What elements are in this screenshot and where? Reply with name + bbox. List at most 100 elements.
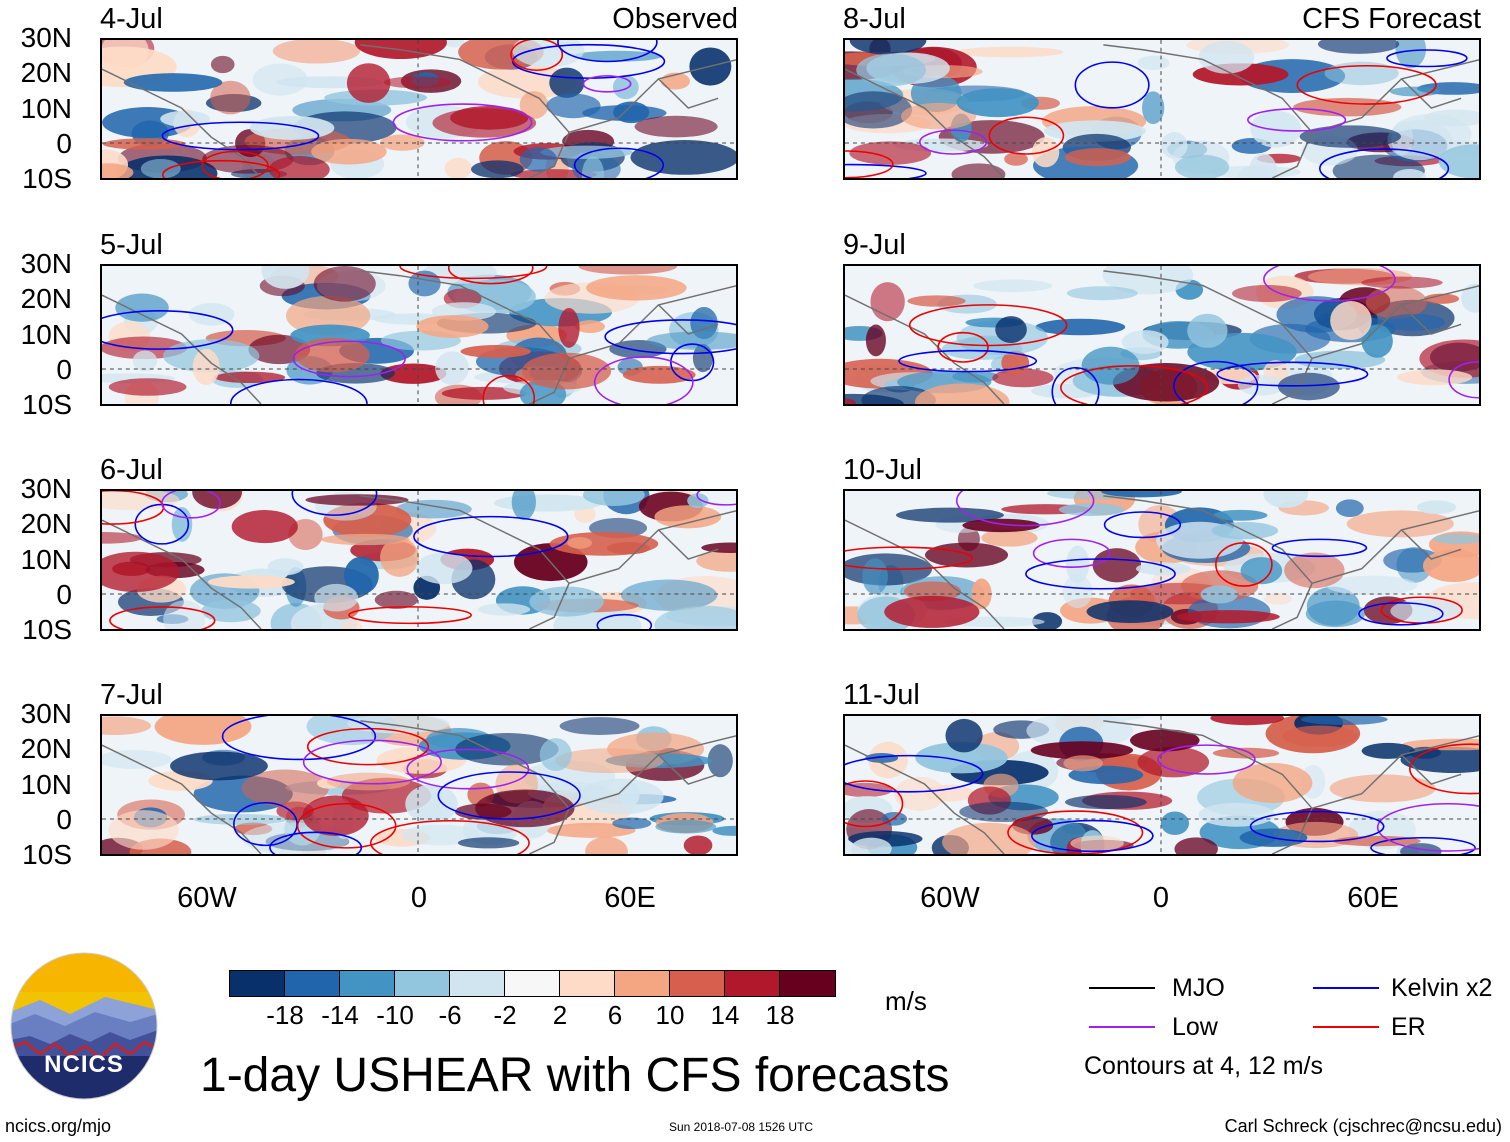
shear-blob: [383, 76, 452, 89]
shear-blob: [115, 293, 169, 322]
shear-blob: [374, 590, 419, 609]
shear-blob: [572, 50, 662, 62]
wave-contour: [296, 802, 397, 849]
wave-contour: [1007, 810, 1144, 854]
shear-blob: [1066, 545, 1090, 584]
colorbar-swatch: [780, 971, 835, 996]
wave-contour: [573, 147, 665, 178]
shear-blob: [457, 837, 520, 849]
shear-blob: [696, 550, 736, 572]
wave-contour: [161, 491, 221, 519]
colorbar-swatch: [615, 971, 670, 996]
legend-swatch-mjo: [1089, 987, 1155, 989]
colorbar-swatch: [725, 971, 780, 996]
wave-contour: [604, 319, 736, 355]
colorbar-swatch: [670, 971, 725, 996]
shear-blob: [981, 528, 1038, 547]
lon-label: 60E: [1347, 882, 1399, 914]
wave-contour: [1074, 61, 1150, 109]
shear-blob: [294, 337, 370, 373]
panel-date: 11-Jul: [843, 679, 920, 711]
wave-contour: [1319, 148, 1450, 178]
shear-blob: [529, 586, 604, 617]
shear-blob: [1249, 153, 1277, 178]
shear-blob: [1461, 283, 1479, 313]
shear-blob: [945, 718, 983, 753]
colorbar-tick: -6: [438, 1000, 462, 1030]
lat-label: 30N: [20, 248, 72, 279]
coastline: [845, 270, 1479, 404]
shear-blob: [1030, 741, 1134, 760]
lat-label: 0: [56, 354, 72, 385]
wave-contour: [161, 121, 320, 151]
shear-blob: [578, 266, 678, 275]
legend-label: MJO: [1172, 974, 1225, 1002]
wave-contour: [596, 613, 653, 629]
lat-label: 10N: [20, 544, 72, 575]
shear-blob: [654, 605, 736, 629]
shear-blob: [314, 583, 359, 612]
shear-blob: [344, 556, 379, 595]
lat-label: 20N: [20, 57, 72, 88]
shear-blob: [1361, 742, 1415, 759]
footer-url: ncics.org/mjo: [5, 1116, 112, 1136]
shear-blob: [646, 331, 736, 350]
shear-blob: [1130, 729, 1200, 752]
lat-label: 0: [56, 128, 72, 159]
shear-blob: [1282, 725, 1358, 747]
wave-contour: [1249, 810, 1385, 843]
colorbar: [229, 970, 836, 997]
shear-blob: [849, 141, 932, 165]
shear-blob: [582, 491, 645, 506]
legend-label: ER: [1391, 1013, 1426, 1041]
shear-blob: [214, 371, 286, 384]
shear-blob: [1035, 318, 1126, 336]
colorbar-swatch: [340, 971, 395, 996]
shear-blob: [692, 344, 713, 373]
shear-blob: [1330, 300, 1372, 341]
colorbar-tick: 14: [710, 1000, 740, 1030]
shear-blob: [1065, 795, 1147, 810]
shear-blob: [539, 738, 572, 772]
ncics-logo: NCICS: [10, 952, 158, 1100]
shear-blob: [521, 352, 612, 390]
shear-blob: [302, 795, 369, 837]
lon-label: 0: [410, 882, 428, 914]
shear-blob: [471, 160, 524, 178]
wave-contour: [162, 159, 281, 178]
shear-blob: [313, 266, 376, 302]
shear-blob: [102, 551, 180, 592]
colorbar-tick: -10: [376, 1000, 414, 1030]
wave-contour: [1296, 64, 1437, 105]
shear-blob: [1043, 120, 1147, 142]
panel-date: 9-Jul: [843, 229, 906, 261]
shear-blob: [1160, 811, 1190, 836]
shear-blob: [1317, 40, 1400, 54]
shear-blob: [1361, 276, 1443, 289]
wave-contour: [1060, 365, 1209, 404]
wave-contour: [1409, 743, 1479, 795]
wave-contour: [845, 163, 927, 178]
shear-blob: [1135, 562, 1191, 576]
shear-blob: [432, 108, 537, 138]
colorbar-tick: -2: [493, 1000, 517, 1030]
lat-label: 20N: [20, 283, 72, 314]
lat-label: 10S: [22, 839, 72, 870]
shear-blob: [1395, 40, 1427, 69]
wave-contour: [845, 780, 904, 828]
shear-map: [102, 266, 736, 404]
lon-label: 0: [1152, 882, 1170, 914]
shear-blob: [305, 494, 409, 506]
shear-blob: [845, 91, 913, 129]
shear-blob: [422, 266, 497, 284]
footer-timestamp: Sun 2018-07-08 1526 UTC: [669, 1120, 814, 1134]
shear-blob: [558, 307, 580, 348]
wave-contour: [937, 331, 989, 363]
shear-blob: [1032, 612, 1063, 629]
lon-label: 60W: [177, 882, 237, 914]
legend-label: Low: [1172, 1013, 1218, 1041]
shear-blob: [1161, 132, 1188, 159]
shear-blob: [272, 40, 360, 64]
shear-blob: [1397, 369, 1473, 386]
wave-contour: [1370, 836, 1476, 854]
